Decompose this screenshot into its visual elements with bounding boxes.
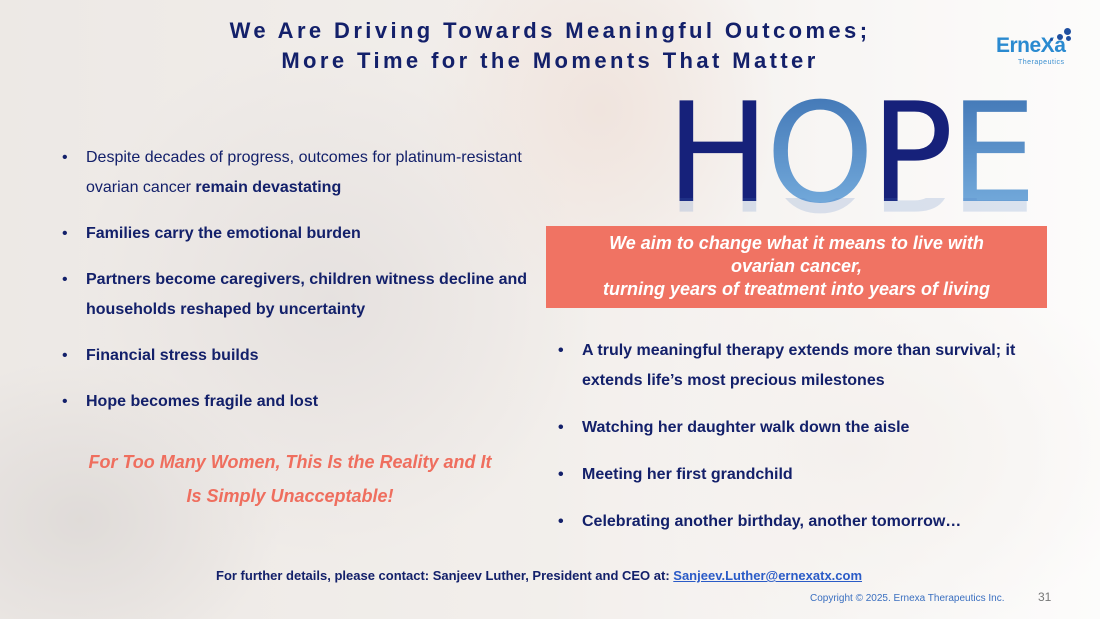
list-item: Watching her daughter walk down the aisl…: [556, 413, 1036, 443]
slide-title: We Are Driving Towards Meaningful Outcom…: [150, 16, 950, 76]
contact-line: For further details, please contact: San…: [216, 568, 862, 583]
list-item: Celebrating another birthday, another to…: [556, 507, 1036, 537]
list-item: Families carry the emotional burden: [60, 219, 540, 249]
hope-h: H: [666, 73, 770, 234]
list-item: Despite decades of progress, outcomes fo…: [60, 143, 540, 203]
contact-text: For further details, please contact: San…: [216, 568, 674, 583]
list-item: Hope becomes fragile and lost: [60, 387, 540, 417]
email-link[interactable]: Sanjeev.Luther@ernexatx.com: [673, 568, 863, 583]
logo-subtitle: Therapeutics: [1018, 59, 1065, 66]
ernexa-logo: ErneXa Therapeutics: [996, 28, 1086, 74]
title-line-2: More Time for the Moments That Matter: [281, 48, 819, 73]
callout-line-1: For Too Many Women, This Is the Reality …: [88, 452, 492, 472]
hope-o: O: [765, 73, 875, 234]
hope-graphic: HOPE: [666, 84, 1037, 224]
bullet-bold-text: Financial stress builds: [86, 347, 259, 364]
bullet-bold-text: remain devastating: [195, 179, 342, 196]
copyright: Copyright © 2025. Ernexa Therapeutics In…: [810, 593, 1005, 604]
banner-line-1: We aim to change what it means to live w…: [609, 233, 984, 253]
hope-e: E: [949, 73, 1037, 234]
banner-line-2: ovarian cancer,: [730, 256, 863, 276]
bullet-bold-text: Families carry the emotional burden: [86, 225, 361, 242]
title-line-1: We Are Driving Towards Meaningful Outcom…: [229, 18, 871, 43]
left-bullet-list: Despite decades of progress, outcomes fo…: [60, 143, 540, 433]
bullet-bold-text: Hope becomes fragile and lost: [86, 393, 319, 410]
list-item: Partners become caregivers, children wit…: [60, 265, 540, 325]
hope-p: P: [870, 73, 953, 234]
page-number: 31: [1038, 590, 1052, 604]
hope-reflection: HOPE: [666, 198, 1033, 228]
mission-banner: We aim to change what it means to live w…: [546, 226, 1047, 308]
bullet-text: Despite decades of progress, outcomes fo…: [86, 149, 522, 196]
banner-line-3: turning years of treatment into years of…: [602, 279, 991, 299]
logo-wordmark: ErneXa: [996, 34, 1066, 57]
callout-statement: For Too Many Women, This Is the Reality …: [50, 445, 530, 513]
bullet-bold-text: Partners become caregivers, children wit…: [86, 271, 528, 318]
list-item: Financial stress builds: [60, 341, 540, 371]
list-item: A truly meaningful therapy extends more …: [556, 336, 1036, 396]
callout-line-2: Is Simply Unacceptable!: [186, 486, 394, 506]
list-item: Meeting her first grandchild: [556, 460, 1036, 490]
right-bullet-list: A truly meaningful therapy extends more …: [556, 336, 1036, 554]
